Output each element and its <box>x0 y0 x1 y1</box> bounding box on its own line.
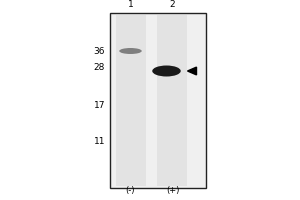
Bar <box>116 15 146 186</box>
Ellipse shape <box>152 66 181 76</box>
Text: 17: 17 <box>94 100 105 110</box>
Text: 11: 11 <box>94 136 105 146</box>
Text: (+): (+) <box>166 186 179 195</box>
Text: 2: 2 <box>170 0 175 9</box>
Polygon shape <box>188 67 196 75</box>
Text: 36: 36 <box>94 46 105 55</box>
Bar <box>158 15 188 186</box>
Text: 1: 1 <box>128 0 134 9</box>
Ellipse shape <box>119 48 142 54</box>
Text: (-): (-) <box>126 186 135 195</box>
Text: 28: 28 <box>94 64 105 72</box>
Bar <box>110 13 206 188</box>
